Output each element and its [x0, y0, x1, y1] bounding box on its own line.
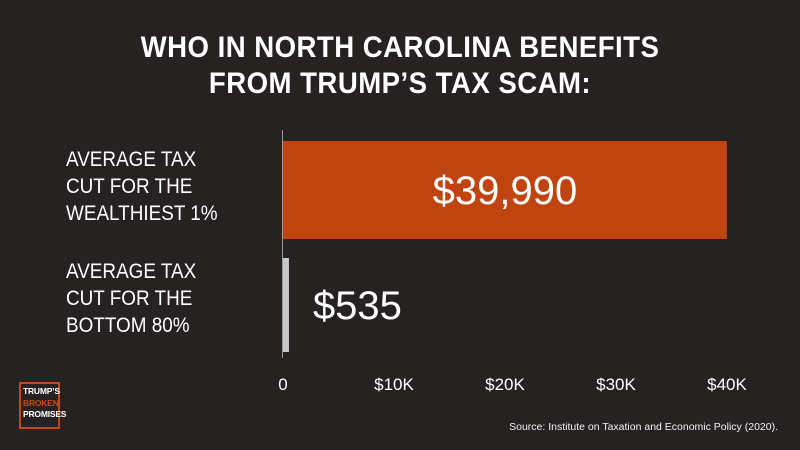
title-line-2: FROM TRUMP’S TAX SCAM:: [208, 67, 592, 100]
logo-line-1: TRUMP’S: [23, 386, 60, 396]
value-label-wealthiest: $39,990: [433, 169, 578, 213]
title-line-1: WHO IN NORTH CAROLINA BENEFITS: [140, 31, 660, 64]
category-label-wealthiest: AVERAGE TAX CUT FOR THE WEALTHIEST 1%: [66, 148, 218, 225]
category-label-bottom-80: AVERAGE TAX CUT FOR THE BOTTOM 80%: [66, 260, 197, 337]
x-tick-label: 0: [278, 375, 287, 394]
bar-wealthiest: [283, 141, 727, 239]
trumps-broken-promises-logo: TRUMP’S BROKEN PROMISES: [19, 382, 67, 429]
x-tick-label: $10K: [374, 375, 414, 394]
chart-title: WHO IN NORTH CAROLINA BENEFITS FROM TRUM…: [32, 30, 768, 102]
logo-line-3: PROMISES: [23, 409, 67, 419]
bar-bottom-80: [283, 258, 289, 352]
value-label-bottom-80: $535: [313, 284, 402, 328]
source-note: Source: Institute on Taxation and Econom…: [509, 421, 778, 433]
x-tick-label: $20K: [485, 375, 525, 394]
logo-line-2: BROKEN: [23, 397, 59, 408]
x-tick-label: $30K: [596, 375, 636, 394]
x-tick-label: $40K: [707, 375, 747, 394]
